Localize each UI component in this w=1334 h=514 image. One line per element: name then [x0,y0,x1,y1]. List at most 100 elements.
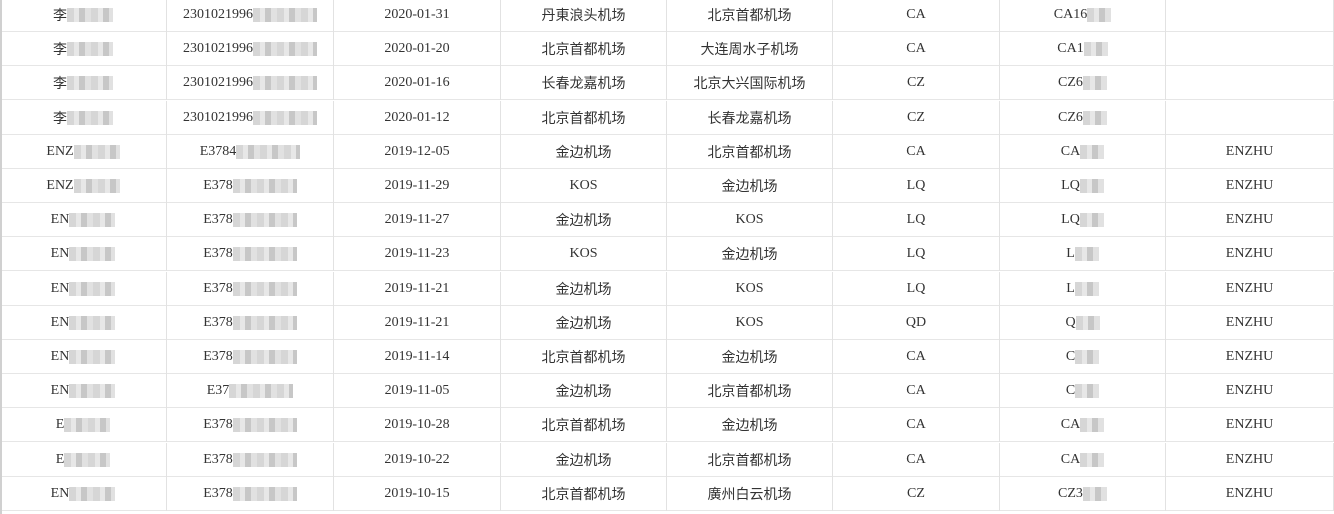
cell-id[interactable]: 2301021996 [167,0,334,32]
cell-airline[interactable]: LQ [833,237,1000,272]
cell-pax[interactable]: ENZHU [1166,237,1334,272]
cell-flight[interactable]: CZ6 [1000,66,1166,101]
cell-pax[interactable]: ENZHU [1166,476,1334,511]
cell-airline[interactable]: CA [833,134,1000,169]
cell-date[interactable]: 2019-11-29 [334,169,501,203]
cell-from[interactable]: 北京首都机场 [501,32,667,67]
cell-id[interactable]: E37 [167,374,334,409]
cell-id[interactable]: E378 [167,169,334,203]
cell-pax[interactable]: ENZHU [1166,271,1334,306]
cell-id[interactable]: E378 [167,476,334,511]
cell-pax[interactable]: ENZHU [1166,374,1334,409]
cell-from[interactable]: 金边机场 [501,374,667,409]
cell-name[interactable]: E [0,408,167,443]
cell-airline[interactable]: QD [833,305,1000,340]
cell-to[interactable]: 大连周水子机场 [667,32,833,67]
cell-id[interactable]: 2301021996 [167,100,334,135]
cell-id[interactable]: E378 [167,237,334,272]
cell-from[interactable]: 北京首都机场 [501,100,667,135]
cell-date[interactable]: 2019-10-15 [334,476,501,511]
cell-name[interactable]: 李 [0,0,167,32]
cell-date[interactable]: 2019-10-22 [334,442,501,477]
cell-pax[interactable]: ENZHU [1166,340,1334,374]
cell-flight[interactable]: CA [1000,442,1166,477]
cell-airline[interactable]: CA [833,32,1000,67]
cell-date[interactable]: 2019-11-21 [334,271,501,306]
cell-flight[interactable]: L [1000,271,1166,306]
cell-pax[interactable] [1166,0,1334,32]
cell-flight[interactable]: C [1000,374,1166,409]
cell-from[interactable]: KOS [501,169,667,203]
cell-name[interactable]: ENZ [0,169,167,203]
cell-airline[interactable]: CA [833,374,1000,409]
cell-airline[interactable]: CZ [833,476,1000,511]
cell-flight[interactable]: CA16 [1000,0,1166,32]
cell-flight[interactable]: Q [1000,305,1166,340]
cell-airline[interactable]: LQ [833,169,1000,203]
cell-to[interactable]: 金边机场 [667,237,833,272]
cell-airline[interactable]: CZ [833,100,1000,135]
cell-id[interactable]: E378 [167,340,334,374]
cell-to[interactable]: 北京首都机场 [667,374,833,409]
cell-flight[interactable]: CA1 [1000,32,1166,67]
cell-pax[interactable]: ENZHU [1166,442,1334,477]
cell-airline[interactable]: CA [833,0,1000,32]
cell-id[interactable]: E378 [167,442,334,477]
cell-to[interactable]: 长春龙嘉机场 [667,100,833,135]
cell-from[interactable]: 北京首都机场 [501,476,667,511]
cell-id[interactable]: E3784 [167,134,334,169]
cell-date[interactable]: 2019-11-05 [334,374,501,409]
cell-name[interactable]: EN [0,271,167,306]
cell-id[interactable]: 2301021996 [167,66,334,101]
cell-pax[interactable]: ENZHU [1166,134,1334,169]
cell-from[interactable]: 金边机场 [501,203,667,238]
cell-to[interactable]: 北京首都机场 [667,134,833,169]
cell-flight[interactable]: LQ [1000,169,1166,203]
cell-to[interactable]: 金边机场 [667,169,833,203]
cell-airline[interactable]: CZ [833,66,1000,101]
cell-airline[interactable]: LQ [833,203,1000,238]
cell-to[interactable]: 北京首都机场 [667,442,833,477]
cell-name[interactable]: EN [0,237,167,272]
cell-id[interactable]: E378 [167,408,334,443]
cell-to[interactable]: KOS [667,305,833,340]
cell-to[interactable]: 金边机场 [667,340,833,374]
cell-from[interactable]: 金边机场 [501,442,667,477]
cell-from[interactable]: 丹東浪头机场 [501,0,667,32]
cell-pax[interactable] [1166,66,1334,101]
cell-airline[interactable]: CA [833,408,1000,443]
cell-pax[interactable]: ENZHU [1166,408,1334,443]
cell-name[interactable]: EN [0,476,167,511]
cell-date[interactable]: 2020-01-31 [334,0,501,32]
cell-flight[interactable]: LQ [1000,203,1166,238]
cell-pax[interactable]: ENZHU [1166,169,1334,203]
cell-name[interactable]: 李 [0,100,167,135]
cell-date[interactable]: 2019-10-28 [334,408,501,443]
cell-flight[interactable]: L [1000,237,1166,272]
cell-pax[interactable]: ENZHU [1166,305,1334,340]
cell-airline[interactable]: CA [833,442,1000,477]
cell-to[interactable]: 廣州白云机场 [667,476,833,511]
cell-date[interactable]: 2019-12-05 [334,134,501,169]
cell-to[interactable]: KOS [667,271,833,306]
cell-date[interactable]: 2019-11-27 [334,203,501,238]
cell-name[interactable]: 李 [0,32,167,67]
cell-date[interactable]: 2020-01-20 [334,32,501,67]
cell-id[interactable]: E378 [167,305,334,340]
cell-date[interactable]: 2020-01-16 [334,66,501,101]
cell-id[interactable]: 2301021996 [167,32,334,67]
cell-name[interactable]: E [0,442,167,477]
cell-flight[interactable]: CZ3 [1000,476,1166,511]
cell-pax[interactable]: ENZHU [1166,203,1334,238]
cell-to[interactable]: 北京首都机场 [667,0,833,32]
cell-date[interactable]: 2019-11-14 [334,340,501,374]
cell-from[interactable]: 北京首都机场 [501,340,667,374]
cell-to[interactable]: KOS [667,203,833,238]
cell-flight[interactable]: C [1000,340,1166,374]
cell-date[interactable]: 2019-11-21 [334,305,501,340]
cell-id[interactable]: E378 [167,271,334,306]
cell-name[interactable]: 李 [0,66,167,101]
cell-from[interactable]: KOS [501,237,667,272]
cell-airline[interactable]: LQ [833,271,1000,306]
cell-flight[interactable]: CZ6 [1000,100,1166,135]
